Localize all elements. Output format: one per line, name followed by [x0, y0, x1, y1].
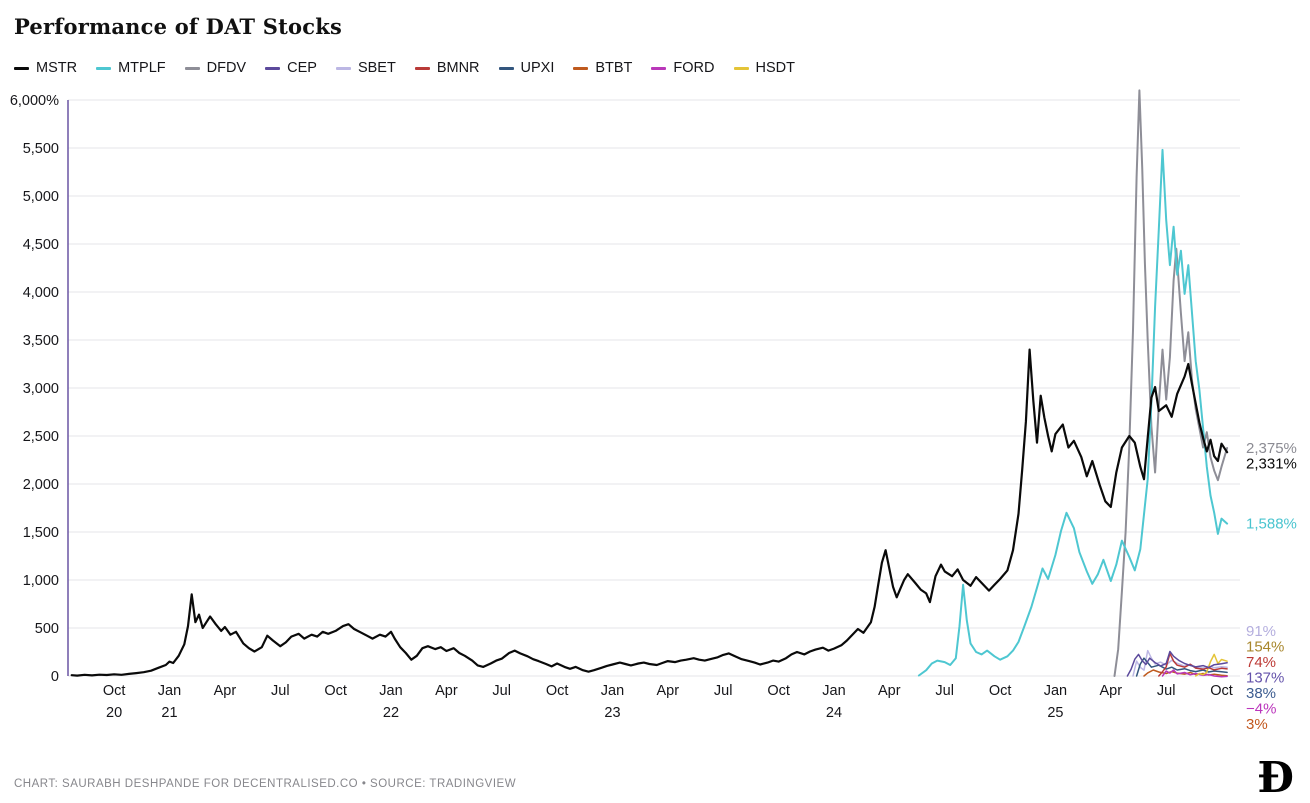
x-year-label: 25 [1047, 705, 1063, 721]
x-tick-label: Apr [878, 683, 901, 699]
series-end-label: 91% [1246, 623, 1276, 640]
x-tick-label: Jan [379, 683, 402, 699]
y-tick-label: 2,000 [23, 477, 59, 493]
series-line-DFDV [1113, 89, 1229, 677]
legend-label: MSTR [36, 60, 78, 76]
x-year-label: 22 [383, 705, 399, 721]
legend-label: SBET [357, 60, 396, 76]
x-tick-label: Jan [822, 683, 845, 699]
x-tick-label: Jul [492, 683, 511, 699]
x-year-label: 23 [604, 705, 620, 721]
legend-label: HSDT [755, 60, 795, 76]
series-line-BTBT [1143, 669, 1228, 677]
y-tick-label: 4,500 [23, 237, 59, 253]
publisher-logo-icon: Đ [1257, 753, 1294, 802]
series-end-label: 3% [1246, 716, 1268, 733]
x-tick-label: Oct [546, 683, 569, 699]
legend-dash-icon [414, 66, 430, 70]
series-end-label: 74% [1246, 654, 1276, 671]
legend-label: UPXI [520, 60, 555, 76]
x-year-label: 20 [106, 705, 122, 721]
x-tick-label: Apr [1100, 683, 1123, 699]
x-tick-label: Jan [158, 683, 181, 699]
legend-label: BMNR [436, 60, 480, 76]
series-line-MSTR [70, 348, 1229, 677]
x-tick-label: Jan [601, 683, 624, 699]
legend-dash-icon [265, 66, 281, 70]
x-year-label: 24 [826, 705, 842, 721]
legend-dash-icon [96, 66, 112, 70]
series-line-MTPLF [917, 148, 1229, 677]
series-line-FORD [1161, 669, 1228, 678]
series-line-BMNR [1158, 652, 1228, 677]
series-line-HSDT [1194, 653, 1228, 677]
legend-item-FORD: FORD [651, 60, 715, 76]
legend: MSTR MTPLF DFDV CEP SBET BMNR UPXI BTBT FORD HSDT [14, 60, 795, 76]
legend-item-MSTR: MSTR [14, 60, 77, 76]
legend-item-SBET: SBET [335, 60, 396, 76]
series-end-label: 137% [1246, 670, 1284, 687]
y-tick-label: 5,000 [23, 189, 59, 205]
legend-label: BTBT [595, 60, 633, 76]
series-end-label: 154% [1246, 639, 1284, 656]
x-tick-label: Oct [989, 683, 1012, 699]
legend-label: DFDV [206, 60, 247, 76]
legend-label: FORD [673, 60, 715, 76]
legend-label: MTPLF [118, 60, 166, 76]
legend-dash-icon [651, 66, 667, 70]
legend-dash-icon [335, 66, 351, 70]
legend-dash-icon [573, 66, 589, 70]
x-year-label: 21 [161, 705, 177, 721]
y-tick-label: 500 [35, 621, 59, 637]
x-tick-label: Jul [271, 683, 290, 699]
y-tick-label: 1,000 [23, 573, 59, 589]
x-tick-label: Apr [657, 683, 680, 699]
legend-item-HSDT: HSDT [733, 60, 795, 76]
y-tick-label: 5,500 [23, 141, 59, 157]
chart-title: Performance of DAT Stocks [14, 14, 342, 39]
series-end-label: 38% [1246, 685, 1276, 702]
legend-item-UPXI: UPXI [498, 60, 555, 76]
legend-item-CEP: CEP [265, 60, 317, 76]
x-tick-label: Apr [214, 683, 237, 699]
x-tick-label: Jul [714, 683, 733, 699]
legend-item-MTPLF: MTPLF [96, 60, 166, 76]
x-tick-label: Oct [103, 683, 126, 699]
y-tick-label: 6,000% [10, 93, 59, 109]
credit-line: CHART: SAURABH DESHPANDE FOR DECENTRALIS… [14, 778, 517, 790]
x-tick-label: Apr [435, 683, 458, 699]
legend-label: CEP [287, 60, 317, 76]
y-tick-label: 1,500 [23, 525, 59, 541]
y-tick-label: 3,000 [23, 381, 59, 397]
y-tick-label: 4,000 [23, 285, 59, 301]
x-tick-label: Jul [935, 683, 954, 699]
legend-dash-icon [184, 66, 200, 70]
series-line-CEP [1126, 650, 1228, 677]
y-tick-label: 0 [51, 669, 59, 685]
series-end-label: 2,375% [1246, 440, 1297, 457]
y-tick-label: 3,500 [23, 333, 59, 349]
x-tick-label: Jul [1157, 683, 1176, 699]
series-end-label: 2,331% [1246, 456, 1297, 473]
x-tick-label: Oct [324, 683, 347, 699]
legend-item-DFDV: DFDV [184, 60, 247, 76]
legend-item-BMNR: BMNR [414, 60, 480, 76]
legend-dash-icon [498, 66, 514, 70]
legend-dash-icon [733, 66, 749, 70]
legend-dash-icon [14, 66, 29, 70]
legend-item-BTBT: BTBT [573, 60, 632, 76]
series-end-label: 1,588% [1246, 516, 1297, 533]
x-tick-label: Oct [1210, 683, 1233, 699]
series-line-UPXI [1135, 657, 1228, 677]
series-end-label: −4% [1246, 701, 1276, 718]
x-tick-label: Jan [1044, 683, 1067, 699]
y-tick-label: 2,500 [23, 429, 59, 445]
x-tick-label: Oct [767, 683, 790, 699]
